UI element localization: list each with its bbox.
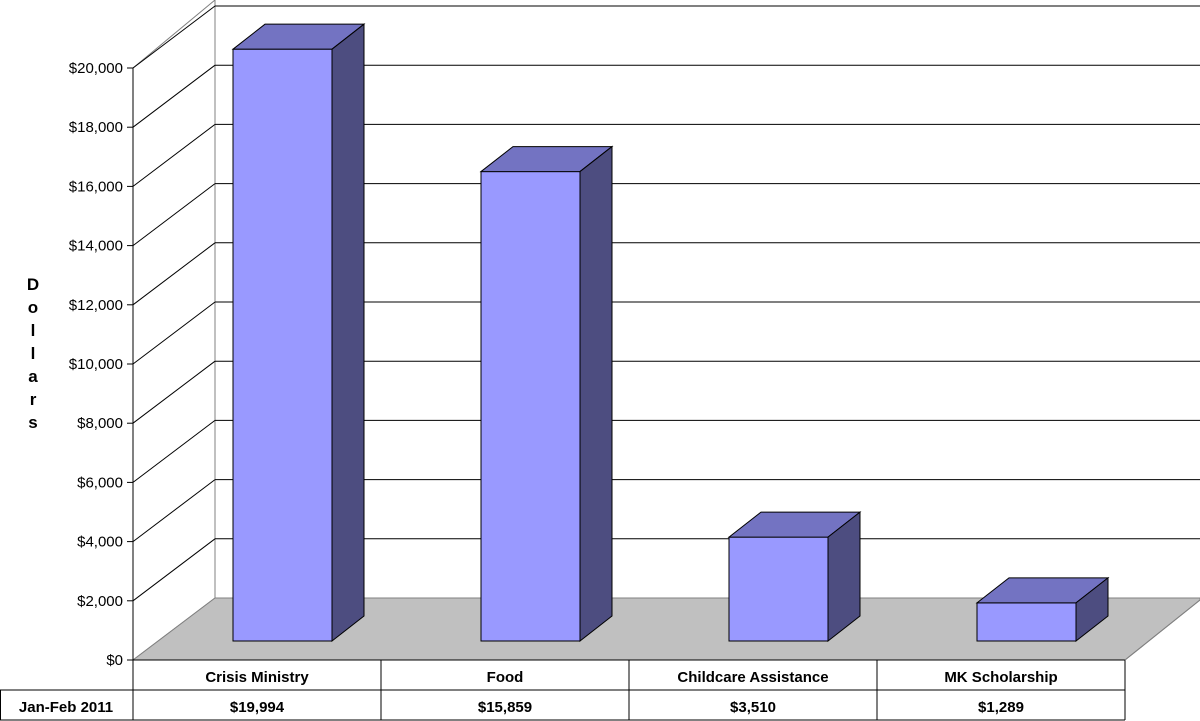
y-tick-label: $8,000 xyxy=(77,415,123,432)
gridline-diagonal xyxy=(132,360,216,424)
y-axis-ticks: $0 $2,000 $4,000 $6,000 $8,000 $10,000 $12,000… xyxy=(69,60,134,669)
x-tick-label: MK Scholarship xyxy=(944,669,1057,686)
bar-front xyxy=(976,602,1077,642)
y-tick-label: $2,000 xyxy=(77,593,123,610)
y-axis-label-char: l xyxy=(31,344,36,363)
gridlines xyxy=(132,5,1200,602)
y-tick-label: $0 xyxy=(106,652,123,669)
chart-walls xyxy=(132,0,216,662)
bar-side xyxy=(331,23,365,643)
data-label: $15,859 xyxy=(478,699,532,716)
bar-side xyxy=(827,511,861,643)
data-label: $3,510 xyxy=(730,699,776,716)
bar-side xyxy=(1075,576,1109,643)
bar-crisis-ministry xyxy=(231,23,366,643)
y-tick-label: $18,000 xyxy=(69,119,123,136)
bar-front xyxy=(232,48,333,642)
bar-food xyxy=(479,145,614,643)
data-label: $19,994 xyxy=(230,699,285,716)
y-tick-label: $4,000 xyxy=(77,534,123,551)
y-tick-label: $10,000 xyxy=(69,356,123,373)
x-tick-label: Crisis Ministry xyxy=(205,669,309,686)
bars xyxy=(231,23,1110,643)
gridline-diagonal xyxy=(132,242,216,306)
floor-edge xyxy=(1124,599,1200,661)
y-axis-label-char: l xyxy=(31,321,36,340)
y-axis-label-char: o xyxy=(28,298,38,317)
bar-mk-scholarship xyxy=(975,576,1110,643)
gridline-diagonal xyxy=(132,420,216,483)
y-axis-label-char: D xyxy=(27,275,39,294)
side-wall xyxy=(132,0,216,662)
gridline-diagonal xyxy=(132,5,216,69)
y-axis-label-char: s xyxy=(28,413,37,432)
data-label: $1,289 xyxy=(978,699,1024,716)
bar-side xyxy=(579,145,613,643)
gridline-diagonal xyxy=(132,124,216,187)
y-axis-label-char: r xyxy=(30,390,37,409)
data-table: Crisis Ministry $19,994 Food $15,859 Childca… xyxy=(0,599,1200,721)
bar-childcare-assistance xyxy=(727,511,862,643)
y-tick-label: $12,000 xyxy=(69,297,123,314)
y-tick-label: $16,000 xyxy=(69,178,123,195)
x-tick-label: Childcare Assistance xyxy=(677,669,828,686)
x-tick-label: Food xyxy=(487,669,524,686)
y-tick-label: $14,000 xyxy=(69,238,123,255)
gridline-diagonal xyxy=(132,479,216,542)
series-label: Jan-Feb 2011 xyxy=(19,699,113,716)
gridline-diagonal xyxy=(132,64,216,128)
gridline-diagonal xyxy=(132,538,216,602)
gridline-diagonal xyxy=(132,183,216,246)
y-axis-label-char: a xyxy=(28,367,38,386)
bar-front xyxy=(728,536,829,642)
y-tick-label: $20,000 xyxy=(69,60,123,77)
bar-front xyxy=(480,171,581,642)
gridline-diagonal xyxy=(132,301,216,365)
y-tick-label: $6,000 xyxy=(77,474,123,491)
